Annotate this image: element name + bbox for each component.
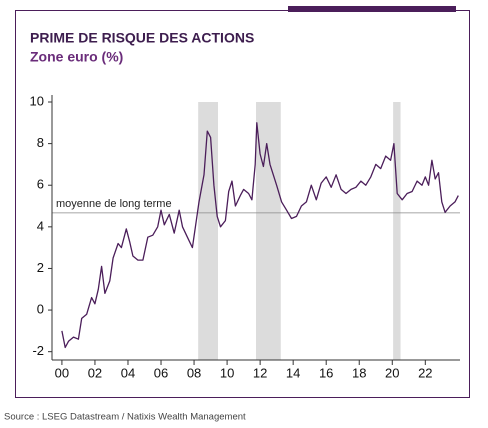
y-tick-label: 4	[37, 218, 44, 233]
x-tick-label: 00	[55, 365, 69, 380]
y-tick-label: -2	[32, 343, 44, 358]
x-tick-label: 08	[187, 365, 201, 380]
x-tick-label: 10	[220, 365, 234, 380]
chart-subtitle: Zone euro (%)	[30, 49, 123, 65]
reference-label: moyenne de long terme	[56, 198, 172, 210]
shaded-period	[393, 102, 401, 360]
top-bar	[288, 6, 456, 12]
x-tick-label: 04	[121, 365, 135, 380]
x-tick-label: 06	[154, 365, 168, 380]
shaded-period	[198, 102, 219, 360]
x-tick-label: 12	[253, 365, 267, 380]
y-tick-label: 8	[37, 135, 44, 150]
plot	[52, 102, 460, 360]
data-line	[61, 122, 459, 349]
y-tick-label: 0	[37, 302, 44, 317]
y-tick-label: 10	[30, 93, 44, 108]
x-tick-label: 14	[286, 365, 300, 380]
source: Source : LSEG Datastream / Natixis Wealt…	[4, 412, 246, 423]
shaded-period	[256, 102, 281, 360]
x-tick-label: 16	[319, 365, 333, 380]
x-tick-label: 22	[418, 365, 432, 380]
x-tick-label: 18	[352, 365, 366, 380]
x-tick-label: 20	[385, 365, 399, 380]
x-tick-label: 02	[88, 365, 102, 380]
frame	[15, 10, 470, 398]
y-tick-label: 6	[37, 177, 44, 192]
y-tick-label: 2	[37, 260, 44, 275]
chart-title: PRIME DE RISQUE DES ACTIONS	[30, 30, 254, 46]
